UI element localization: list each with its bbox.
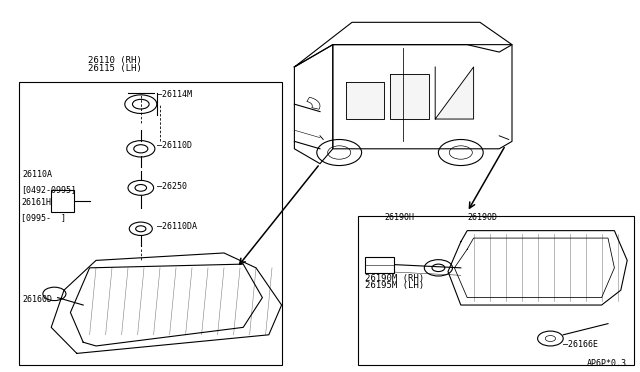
Wedge shape <box>307 97 320 109</box>
Text: 26190H: 26190H <box>384 213 414 222</box>
Text: AP6P*0.3: AP6P*0.3 <box>588 359 627 368</box>
Text: —26114M: —26114M <box>157 90 192 99</box>
Bar <box>365 257 394 273</box>
Text: 26161H: 26161H <box>21 198 51 207</box>
Polygon shape <box>346 82 384 119</box>
Text: —26166E: —26166E <box>563 340 598 349</box>
Text: 26110A: 26110A <box>22 170 52 179</box>
Text: 26160D: 26160D <box>22 295 52 304</box>
Text: 26190D: 26190D <box>467 213 497 222</box>
Text: —26110D: —26110D <box>157 141 192 150</box>
Bar <box>358 216 634 365</box>
Text: —26250: —26250 <box>157 182 187 190</box>
Polygon shape <box>435 67 474 119</box>
Bar <box>19 82 282 365</box>
Text: 26195M (LH): 26195M (LH) <box>365 281 424 290</box>
Text: —26110DA: —26110DA <box>157 222 197 231</box>
Text: [0492-0995]: [0492-0995] <box>21 185 76 194</box>
Text: 26115 (LH): 26115 (LH) <box>88 64 142 73</box>
Polygon shape <box>390 74 429 119</box>
Bar <box>51 190 74 212</box>
Text: 26190M (RH): 26190M (RH) <box>365 274 424 283</box>
Text: [0995-  ]: [0995- ] <box>21 213 66 222</box>
Text: 26110 (RH): 26110 (RH) <box>88 56 142 65</box>
